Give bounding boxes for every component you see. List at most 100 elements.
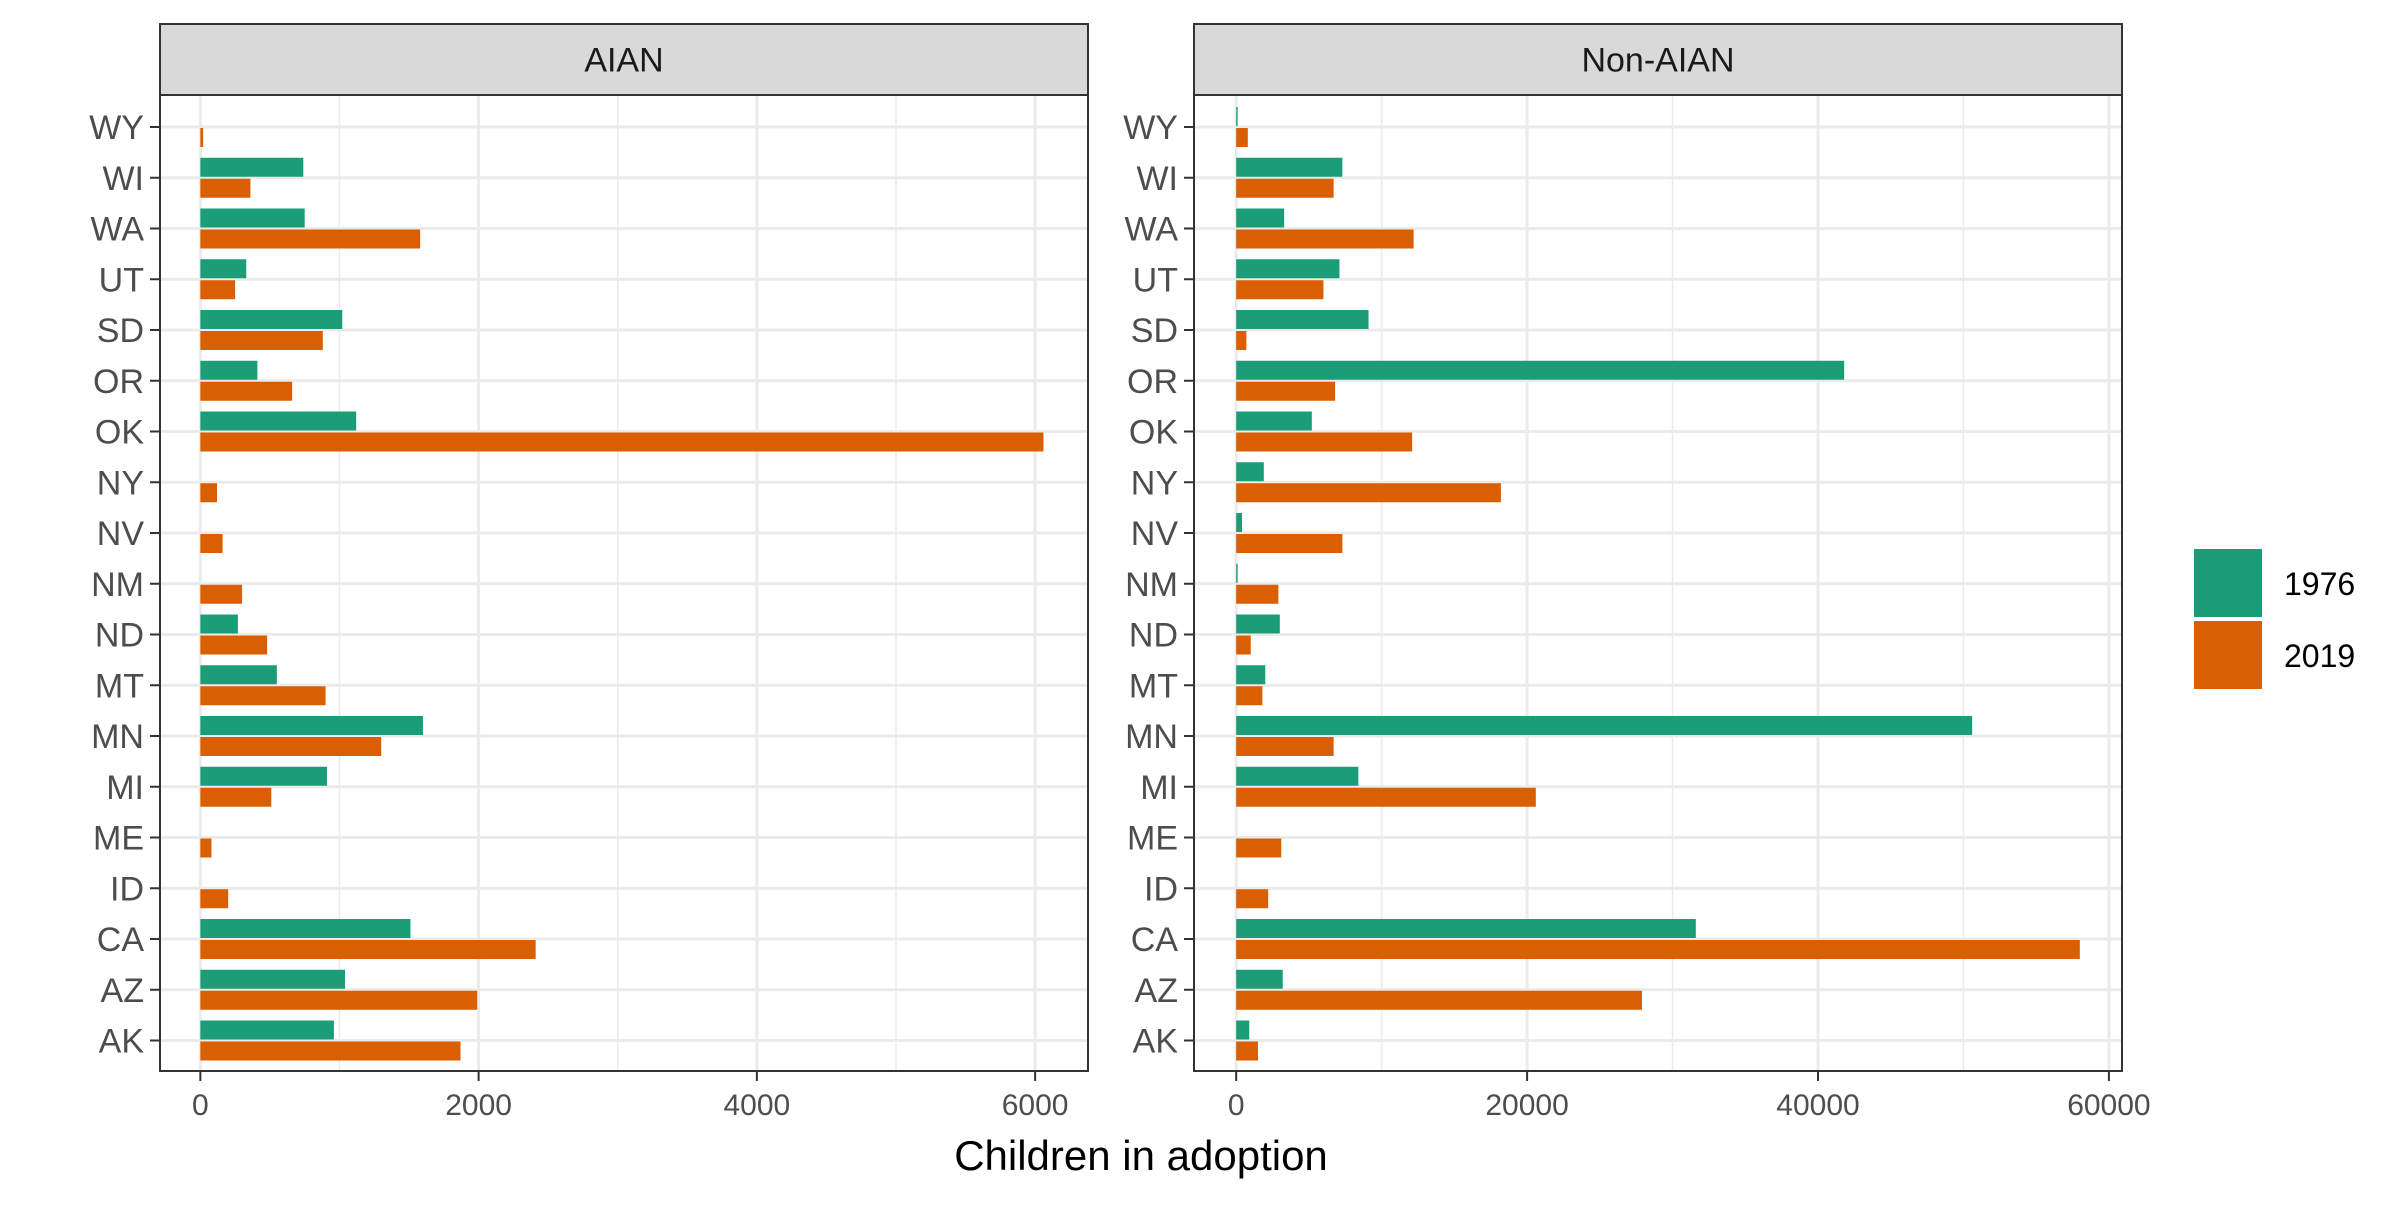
legend-label-2019: 2019 [2284, 638, 2355, 674]
panel-2-y-tick-label-id: ID [1144, 870, 1178, 908]
panel-1-y-tick-label-id: ID [110, 870, 144, 908]
panel-2-y-tick-label-ut: UT [1133, 261, 1178, 299]
panel-2-bar-mt-1976 [1236, 665, 1266, 685]
panel-2-bar-ok-1976 [1236, 411, 1312, 431]
panel-1-bar-nm-2019 [200, 584, 243, 604]
panel-2-bar-wy-2019 [1236, 128, 1248, 147]
panel-1-bar-sd-2019 [200, 331, 323, 350]
panel-2-bar-nv-2019 [1236, 534, 1343, 553]
legend-swatch-1976 [2194, 549, 2262, 617]
panel-1-y-tick-label-wa: WA [90, 211, 144, 249]
panel-2-bar-ut-1976 [1236, 259, 1340, 279]
panel-1-y-tick-label-ca: CA [97, 921, 145, 959]
panel-1-bar-or-1976 [200, 360, 258, 380]
panel-1-bar-nd-2019 [200, 635, 268, 655]
panel-1-bar-az-1976 [200, 969, 346, 989]
panel-2-y-tick-label-ok: OK [1129, 414, 1178, 452]
panel-1-bar-ak-1976 [200, 1020, 334, 1040]
panel-2-bar-ca-2019 [1236, 940, 2080, 959]
panel-2-x-tick-label: 40000 [1776, 1089, 1859, 1122]
panel-1-x-tick-label: 0 [192, 1089, 209, 1122]
panel-1-x-tick-label: 2000 [445, 1089, 512, 1122]
panel-2-bar-ok-2019 [1236, 432, 1413, 452]
panel-1-bar-sd-1976 [200, 310, 343, 329]
panel-2-y-tick-label-mt: MT [1129, 667, 1178, 705]
panel-1-y-tick-label-az: AZ [101, 972, 144, 1010]
panel-2-x-tick-label: 20000 [1485, 1089, 1568, 1122]
panel-1-bar-ut-2019 [200, 280, 236, 300]
panel-1-bar-mt-2019 [200, 686, 326, 706]
panel-1-bar-nd-1976 [200, 614, 238, 634]
panel-1-bar-mt-1976 [200, 665, 277, 685]
panel-2-y-tick-label-ak: AK [1133, 1023, 1179, 1061]
panel-2-y-tick-label-ca: CA [1131, 921, 1179, 959]
panel-2-y-tick-label-wy: WY [1123, 109, 1178, 147]
panel-2-bar-nd-2019 [1236, 635, 1251, 655]
panel-2-bar-nv-1976 [1236, 513, 1242, 532]
panel-1-y-tick-label-nm: NM [91, 566, 144, 604]
panel-1-bar-mi-1976 [200, 766, 327, 786]
panel-2-bar-me-2019 [1236, 838, 1282, 858]
panel-2-bar-or-2019 [1236, 381, 1336, 401]
x-axis-title: Children in adoption [954, 1132, 1328, 1179]
panel-2-bar-sd-1976 [1236, 310, 1369, 329]
panel-1-x-tick-label: 6000 [1002, 1089, 1069, 1122]
panel-2-y-tick-label-mi: MI [1140, 769, 1178, 807]
panel-1-y-tick-label-or: OR [93, 363, 144, 401]
panel-1-bar-nv-2019 [200, 534, 223, 553]
panel-2-y-tick-label-ny: NY [1131, 464, 1178, 502]
panel-2-y-tick-label-or: OR [1127, 363, 1178, 401]
panel-1-bar-ca-2019 [200, 940, 536, 959]
panel-2-y-tick-label-az: AZ [1135, 972, 1178, 1010]
panel-2-bar-ak-1976 [1236, 1020, 1250, 1040]
panel-2-bar-mn-1976 [1236, 716, 1973, 735]
panel-1-y-tick-label-mi: MI [106, 769, 144, 807]
panel-2-y-tick-label-nv: NV [1131, 515, 1179, 553]
panel-1-y-tick-label-wi: WI [102, 160, 144, 198]
panel-2-x-tick-label: 0 [1228, 1089, 1245, 1122]
panel-1-bar-ok-2019 [200, 432, 1044, 452]
panel-1-y-tick-label-nd: ND [95, 617, 144, 655]
panel-2-bar-ut-2019 [1236, 280, 1324, 300]
panel-2-y-tick-label-nm: NM [1125, 566, 1178, 604]
panel-1-bar-wa-2019 [200, 229, 421, 249]
panel-1-bar-ok-1976 [200, 411, 357, 431]
panel-1-bar-id-2019 [200, 889, 229, 909]
panel-2-bar-az-1976 [1236, 969, 1283, 989]
panel-1-strip [159, 23, 1089, 96]
panel-1-y-tick-label-sd: SD [97, 312, 144, 350]
panel-1-y-tick-label-ut: UT [99, 261, 144, 299]
panel-2-y-tick-label-wi: WI [1136, 160, 1178, 198]
panel-2-strip-title: Non-AIAN [1581, 42, 1734, 80]
panel-1-y-tick-label-wy: WY [89, 109, 144, 147]
panel-2-bar-wi-1976 [1236, 157, 1343, 177]
panel-2-bar-mi-1976 [1236, 766, 1359, 786]
panel-2-strip [1193, 23, 2123, 96]
panel-2-bar-wi-2019 [1236, 178, 1334, 198]
panel-2-bar-sd-2019 [1236, 331, 1247, 350]
panel-2-bar-wy-1976 [1236, 107, 1238, 126]
panel-2-bar-nm-2019 [1236, 584, 1279, 604]
panel-1-y-tick-label-mn: MN [91, 718, 144, 756]
panel-2-bar-or-1976 [1236, 360, 1845, 380]
panel-2-bar-ca-1976 [1236, 919, 1696, 938]
panel-1-bar-or-2019 [200, 381, 293, 401]
panel-2-y-tick-label-wa: WA [1124, 211, 1178, 249]
panel-1-y-tick-label-ny: NY [97, 464, 144, 502]
panel-2-bar-ny-1976 [1236, 462, 1264, 482]
panel-1-strip-title: AIAN [584, 42, 663, 80]
panel-1-bar-wy-2019 [200, 128, 204, 147]
panel-2-bar-nd-1976 [1236, 614, 1280, 634]
legend-swatch-2019 [2194, 621, 2262, 689]
panel-1-bar-mn-2019 [200, 737, 382, 756]
panel-2-bar-az-2019 [1236, 990, 1642, 1010]
panel-2-bar-wa-1976 [1236, 208, 1285, 228]
panel-1-bar-az-2019 [200, 990, 478, 1010]
panel-1-bar-ut-1976 [200, 259, 247, 279]
panel-2-y-tick-label-mn: MN [1125, 718, 1178, 756]
panel-1-bar-ak-2019 [200, 1041, 461, 1061]
panel-2-bar-mi-2019 [1236, 787, 1536, 807]
panel-2-y-tick-label-sd: SD [1131, 312, 1178, 350]
